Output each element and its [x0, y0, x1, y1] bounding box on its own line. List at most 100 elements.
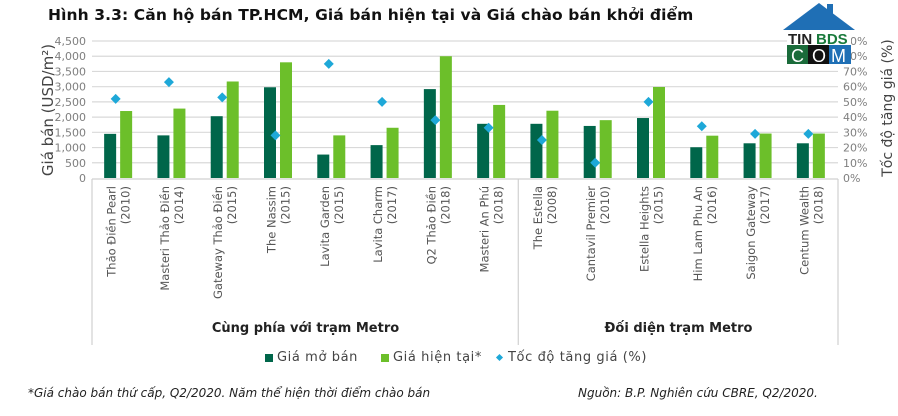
- y-tick-label: 1,500: [55, 126, 87, 139]
- bar-gia-hien-tai: [493, 104, 506, 178]
- bar-gia-hien-tai: [706, 135, 719, 178]
- diamond-marker: [163, 77, 174, 88]
- y-right-tick-label: 20%: [843, 142, 867, 155]
- bar-gia-mo-ban: [423, 89, 436, 178]
- diamond-marker: [643, 96, 654, 107]
- category-label: Masteri Thảo Điền (2014): [158, 186, 186, 291]
- bar-gia-mo-ban: [370, 145, 383, 178]
- bar-gia-hien-tai: [386, 127, 399, 178]
- diamond-marker: [750, 128, 761, 139]
- bar-gia-mo-ban: [583, 125, 596, 178]
- category-name: Q2 Thảo Điền: [424, 186, 438, 265]
- bar-gia-hien-tai: [280, 62, 292, 178]
- category-name: Centum Wealth: [797, 186, 811, 275]
- category-label: Thảo Điền Pearl (2010): [105, 186, 133, 278]
- diamond-marker: [323, 58, 334, 69]
- category-label: Centum Wealth (2018): [797, 186, 825, 275]
- category-label: Q2 Thảo Điền (2018): [424, 186, 452, 265]
- diamond-marker: [483, 122, 494, 133]
- category-name: Cantavil Premier: [584, 186, 598, 282]
- gridlines: [92, 40, 838, 164]
- diamond-marker: [430, 115, 441, 126]
- y-tick-label: 4,500: [55, 35, 87, 48]
- y-tick-label: 500: [65, 157, 86, 170]
- category-year: (2016): [705, 186, 719, 224]
- category-year: (2010): [598, 186, 612, 224]
- category-label: Saigon Gateway (2017): [744, 186, 772, 280]
- bar-series: [104, 56, 825, 178]
- category-name: Masteri An Phú: [478, 186, 492, 272]
- logo-text-o: O: [812, 46, 826, 66]
- y-tick-label: 1,000: [55, 142, 87, 155]
- logo-text-bds: BDS: [816, 31, 848, 48]
- y-tick-label: 0: [79, 172, 86, 185]
- y-right-tick-label: 60%: [843, 81, 867, 94]
- category-name: The Nassim: [265, 186, 279, 254]
- y-tick-label: 3,000: [55, 81, 87, 94]
- category-year: (2015): [652, 186, 666, 224]
- y-tick-label: 3,500: [55, 65, 87, 78]
- legend-item-gia-hien-tai: Giá hiện tại*: [381, 350, 482, 365]
- growth-rate-markers: [110, 58, 814, 168]
- bar-gia-mo-ban: [637, 118, 649, 178]
- legend-label: Giá hiện tại*: [393, 350, 482, 365]
- bar-gia-hien-tai: [546, 110, 559, 178]
- diamond-marker: [803, 128, 814, 139]
- category-label: Lavita Charm (2017): [371, 186, 399, 263]
- category-year: (2018): [811, 186, 825, 224]
- left-axis-ticks: 0 500 1,000 1,500 2,000 2,500 3,000 3,500 4,000 4…: [55, 35, 87, 185]
- category-label: The Estella (2008): [531, 186, 559, 250]
- category-year: (2008): [545, 186, 559, 224]
- diamond-marker: [110, 93, 121, 104]
- bar-gia-mo-ban: [796, 143, 809, 178]
- y-tick-label: 2,500: [55, 96, 87, 109]
- bar-gia-mo-ban: [264, 87, 276, 178]
- logo-text-tin: TIN: [788, 31, 812, 48]
- category-name: Lavita Garden: [318, 186, 332, 267]
- category-label: The Nassim (2015): [265, 186, 293, 254]
- category-name: Thảo Điền Pearl: [105, 186, 119, 278]
- category-year: (2014): [172, 186, 186, 224]
- y-right-tick-label: 10%: [843, 157, 867, 170]
- category-name: Estella Heights: [638, 186, 652, 272]
- category-name: Gateway Thảo Điền: [211, 186, 225, 299]
- group-label-same-side: Cùng phía với trạm Metro: [211, 321, 400, 336]
- diamond-icon: [495, 353, 504, 362]
- category-year: (2018): [438, 186, 452, 224]
- bar-gia-hien-tai: [120, 111, 133, 178]
- bar-gia-mo-ban: [743, 143, 756, 178]
- bar-gia-hien-tai: [173, 108, 186, 178]
- square-icon: [265, 353, 273, 362]
- legend-item-toc-do: Tốc độ tăng giá (%): [495, 350, 648, 365]
- category-label: Masteri An Phú (2018): [478, 186, 506, 272]
- category-label: Lavita Garden (2015): [318, 186, 346, 267]
- bar-gia-hien-tai: [599, 120, 612, 178]
- y-right-tick-label: 30%: [843, 126, 867, 139]
- y-right-tick-label: 0%: [843, 172, 860, 185]
- bar-gia-hien-tai: [812, 133, 825, 178]
- category-label: Gateway Thảo Điền (2015): [211, 186, 239, 299]
- category-name: Masteri Thảo Điền: [158, 186, 172, 291]
- diamond-marker: [696, 121, 707, 132]
- right-axis-label: Tốc độ tăng giá (%): [880, 39, 896, 177]
- group-label-opposite: Đối diện trạm Metro: [604, 321, 753, 336]
- footnote-source: Nguồn: B.P. Nghiên cứu CBRE, Q2/2020.: [578, 386, 818, 400]
- category-year: (2015): [279, 186, 293, 224]
- category-year: (2010): [119, 186, 133, 224]
- y-tick-label: 4,000: [55, 50, 87, 63]
- category-year: (2017): [385, 186, 399, 224]
- bar-gia-hien-tai: [226, 81, 239, 178]
- category-frame: [91, 178, 839, 345]
- legend-label: Tốc độ tăng giá (%): [508, 350, 648, 365]
- category-name: Lavita Charm: [371, 186, 385, 263]
- category-label: Estella Heights (2015): [638, 186, 666, 272]
- logo-text-c: C: [791, 46, 804, 66]
- chart-title: Hình 3.3: Căn hộ bán TP.HCM, Giá bán hiệ…: [48, 6, 694, 24]
- roof-icon: [783, 3, 855, 30]
- bar-gia-mo-ban: [210, 116, 223, 178]
- left-axis-label: Giá bán (USD/m²): [39, 43, 57, 177]
- diamond-marker: [270, 130, 281, 141]
- category-name: The Estella: [531, 186, 545, 250]
- bar-gia-mo-ban: [317, 154, 330, 178]
